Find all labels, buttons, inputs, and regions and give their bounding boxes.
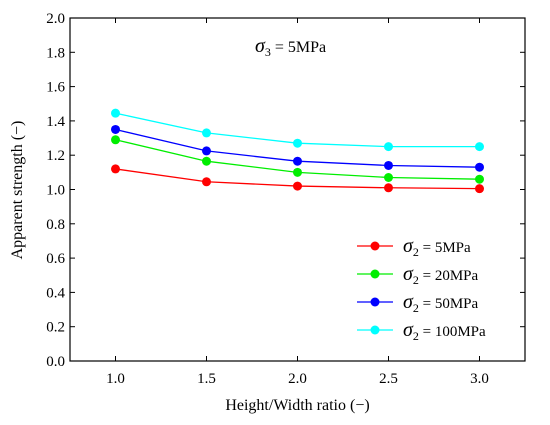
- x-tick-label: 1.0: [106, 371, 125, 387]
- data-point: [111, 164, 120, 174]
- data-point: [202, 128, 211, 138]
- data-point: [111, 135, 120, 145]
- data-point: [475, 174, 484, 184]
- data-point: [293, 156, 302, 166]
- data-point: [475, 184, 484, 194]
- data-point: [111, 124, 120, 134]
- legend-label: σ2 = 50MPa: [403, 291, 479, 315]
- x-tick-label: 3.0: [470, 371, 489, 387]
- x-tick-label: 2.5: [379, 371, 398, 387]
- legend-label: σ2 = 20MPa: [403, 263, 479, 287]
- legend-marker: [370, 241, 380, 251]
- x-axis-label: Height/Width ratio (−): [225, 397, 369, 414]
- data-point: [111, 108, 120, 118]
- y-tick-label: 1.4: [46, 114, 65, 130]
- data-point: [202, 177, 211, 187]
- legend-label: σ2 = 100MPa: [403, 319, 486, 343]
- y-tick-label: 0.8: [46, 217, 65, 233]
- data-point: [384, 160, 393, 170]
- data-point: [384, 183, 393, 193]
- data-point: [293, 181, 302, 191]
- y-tick-label: 1.6: [46, 80, 65, 96]
- y-tick-label: 1.8: [46, 45, 65, 61]
- y-tick-label: 2.0: [46, 11, 65, 27]
- y-tick-label: 1.2: [46, 148, 65, 164]
- x-tick-label: 2.0: [288, 371, 307, 387]
- y-tick-label: 0.2: [46, 320, 65, 336]
- y-tick-label: 0.4: [46, 285, 65, 301]
- data-point: [293, 167, 302, 177]
- legend-marker: [370, 269, 380, 279]
- y-axis-label: Apparent strength (−): [9, 121, 26, 260]
- data-point: [475, 142, 484, 152]
- data-point: [202, 156, 211, 166]
- y-tick-label: 1.0: [46, 183, 65, 199]
- data-point: [293, 138, 302, 148]
- data-point: [384, 142, 393, 152]
- data-point: [202, 146, 211, 156]
- legend-label: σ2 = 5MPa: [403, 235, 471, 259]
- data-point: [475, 162, 484, 172]
- y-tick-label: 0.6: [46, 251, 65, 267]
- x-tick-label: 1.5: [197, 371, 216, 387]
- legend-marker: [370, 297, 380, 307]
- y-tick-label: 0.0: [46, 354, 65, 370]
- legend: σ2 = 5MPa σ2 = 20MPa σ2 = 50MPa σ2 = 100MPa: [357, 235, 486, 343]
- annotation: σ3 = 5MPa: [255, 35, 326, 59]
- data-point: [384, 172, 393, 182]
- legend-marker: [370, 325, 380, 335]
